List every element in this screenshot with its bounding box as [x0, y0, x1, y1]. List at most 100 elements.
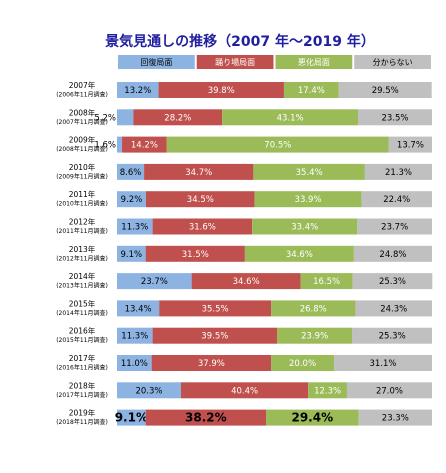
row-label: 2013年 [69, 244, 96, 254]
row-label: 2018年 [69, 380, 96, 390]
bar-segment [144, 163, 254, 180]
bar-segment [271, 300, 356, 317]
bar-segment [145, 245, 245, 262]
bar-segment [358, 409, 432, 426]
row-sublabel: (2013年11月調査) [56, 282, 108, 290]
row-label: 2010年 [69, 162, 96, 172]
bar-segment [191, 273, 301, 290]
row-sublabel: (2015年11月調査) [56, 336, 108, 344]
value-label: 27.0% [376, 386, 403, 396]
bar-segment [271, 355, 335, 371]
value-label: 29.5% [372, 86, 399, 96]
value-label: 13.7% [397, 141, 424, 151]
value-label: 40.4% [231, 386, 258, 396]
value-label: 23.7% [141, 277, 168, 287]
legend-swatch [354, 55, 431, 69]
bar-segment [222, 109, 358, 126]
value-label: 38.2% [185, 411, 227, 425]
bar-segment [117, 136, 123, 153]
bar-segment [117, 300, 160, 317]
bar-segment [252, 218, 358, 235]
row-label: 2009年 [69, 135, 96, 145]
row-label: 2007年 [69, 80, 96, 90]
legend-swatch [275, 55, 353, 69]
value-label: 31.1% [370, 359, 397, 369]
value-label: 33.4% [291, 223, 318, 233]
bar-segment [159, 300, 272, 317]
value-label: 34.5% [187, 195, 214, 205]
value-label: 14.2% [131, 141, 158, 151]
bar-segment [334, 355, 432, 371]
value-label: 16.5% [313, 277, 340, 287]
value-label: 31.5% [182, 250, 209, 260]
row-label: 2016年 [69, 326, 96, 336]
bar-segment [357, 218, 432, 235]
value-label: 20.0% [289, 359, 316, 369]
value-label: 20.3% [135, 386, 162, 396]
value-label: 28.2% [164, 113, 191, 123]
row-sublabel: (2008年11月調査) [56, 145, 108, 153]
value-label: 23.5% [381, 113, 408, 123]
bar-segment [357, 109, 432, 126]
row-label: 2017年 [69, 353, 96, 363]
bar-segment [117, 191, 146, 208]
value-label: 12.3% [314, 386, 341, 396]
value-label: 1.6% [94, 141, 116, 151]
row-label: 2012年 [69, 217, 96, 227]
value-label: 24.8% [379, 250, 406, 260]
value-label: 9.1% [115, 411, 148, 425]
bar-segment [122, 136, 167, 153]
value-label: 5.2% [94, 113, 116, 123]
value-label: 34.7% [185, 168, 212, 178]
value-label: 35.4% [296, 168, 323, 178]
row-sublabel: (2009年11月調査) [56, 172, 108, 180]
row-sublabel: (2018年11月調査) [56, 418, 108, 426]
bar-segment [117, 355, 152, 371]
value-label: 33.9% [295, 195, 322, 205]
legend-swatch [118, 55, 195, 69]
value-label: 13.4% [125, 304, 152, 314]
value-label: 25.3% [379, 332, 406, 342]
bar-segment [117, 409, 146, 426]
bar-segment [277, 327, 353, 344]
bar-segment [283, 82, 339, 98]
legend-label: 回復局面 [140, 57, 172, 67]
bar-segment [117, 218, 153, 235]
value-label: 11.3% [121, 332, 148, 342]
value-label: 11.3% [121, 223, 148, 233]
bar-segment [158, 82, 284, 98]
value-label: 34.6% [286, 250, 313, 260]
value-label: 70.5% [264, 141, 291, 151]
bar-segment [355, 300, 432, 317]
bar-segment [300, 273, 353, 290]
bar-segment [117, 382, 181, 399]
value-label: 39.5% [201, 332, 228, 342]
bar-segment [117, 163, 145, 180]
bar-segment [145, 409, 266, 426]
bar-segment [253, 163, 365, 180]
legend-label: 踊り場局面 [215, 57, 255, 67]
value-label: 22.4% [383, 195, 410, 205]
row-label: 2015年 [69, 298, 96, 308]
row-sublabel: (2006年11月調査) [56, 91, 108, 99]
value-label: 34.6% [233, 277, 260, 287]
bar-segment [152, 327, 278, 344]
value-label: 24.3% [380, 304, 407, 314]
bar-segment [152, 218, 253, 235]
bar-segment [353, 245, 432, 262]
bar-segment [145, 191, 255, 208]
bar-segment [361, 191, 432, 208]
value-label: 35.5% [202, 304, 229, 314]
row-sublabel: (2014年11月調査) [56, 309, 108, 317]
row-sublabel: (2010年11月調査) [56, 200, 108, 208]
bar-segment [352, 273, 433, 290]
row-sublabel: (2011年11月調査) [56, 227, 108, 235]
row-label: 2008年 [69, 107, 96, 117]
bar-segment [254, 191, 362, 208]
legend-label: 分からない [373, 58, 413, 67]
bar-segment [346, 382, 432, 399]
value-label: 9.1% [121, 250, 143, 260]
bar-segment [133, 109, 223, 126]
bar-segment [308, 382, 347, 399]
